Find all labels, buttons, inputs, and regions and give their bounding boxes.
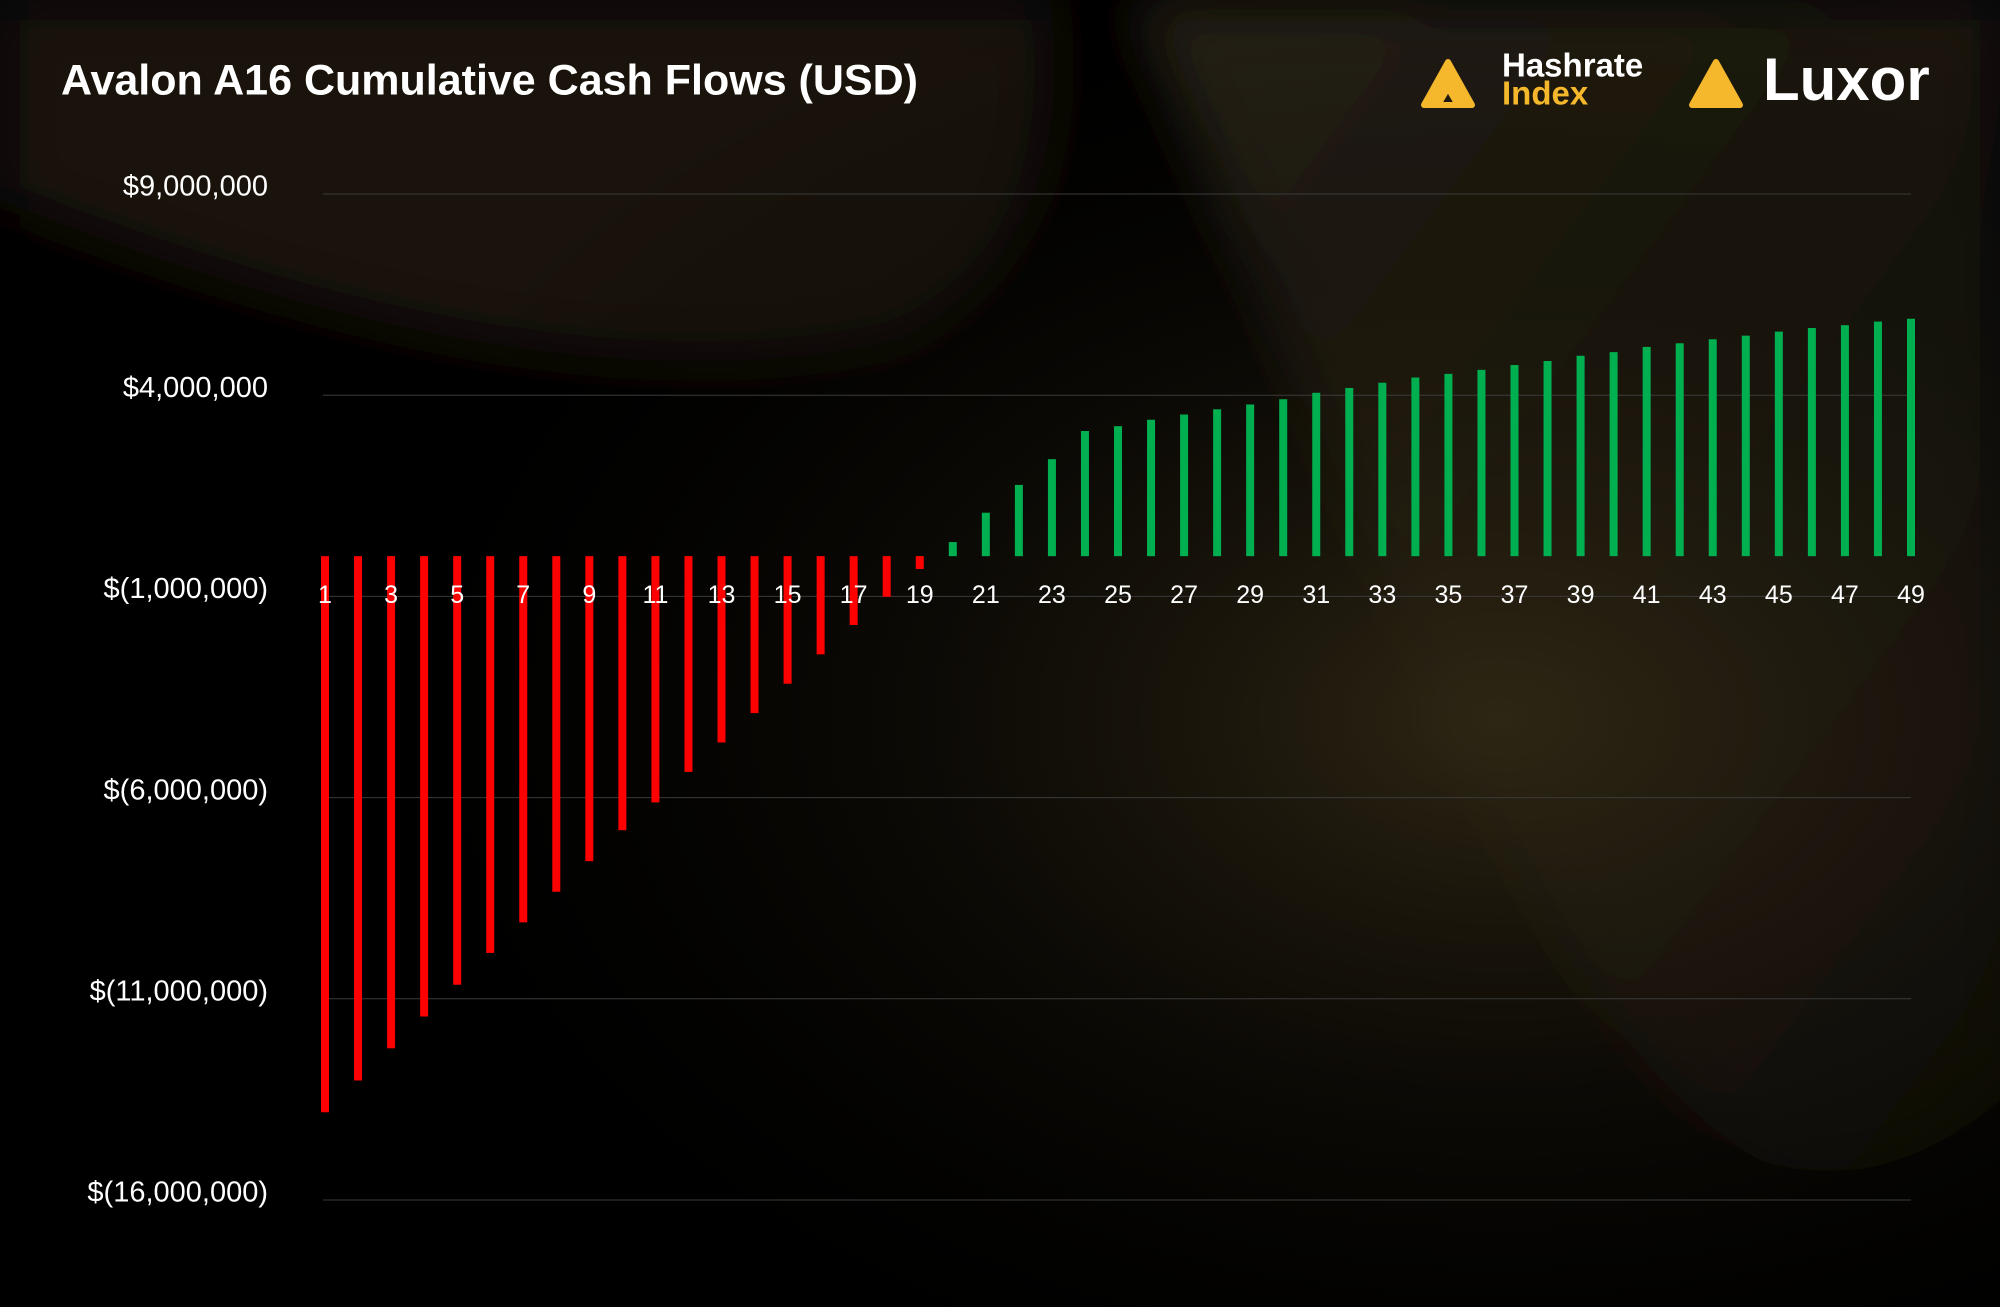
y-tick-label: $(11,000,000): [90, 975, 268, 1007]
logo-text: Hashrate: [1502, 47, 1643, 84]
bar: [519, 556, 528, 923]
y-tick-label: $9,000,000: [123, 171, 268, 203]
x-tick-label: 45: [1765, 581, 1793, 609]
x-tick-label: 9: [582, 581, 596, 609]
logo-luxor: Luxor: [1689, 46, 1930, 113]
logo-text: Luxor: [1763, 46, 1930, 113]
bar: [1609, 352, 1618, 557]
x-tick-label: 15: [774, 581, 802, 609]
bar: [1477, 369, 1486, 557]
bar: [486, 556, 495, 953]
bar: [354, 556, 363, 1081]
bar: [1543, 360, 1552, 557]
bar: [321, 556, 329, 1113]
bar: [1411, 377, 1420, 557]
bar: [1642, 346, 1651, 557]
x-tick-label: 13: [708, 581, 736, 609]
x-tick-label: 19: [906, 581, 934, 609]
x-tick-label: 21: [972, 581, 1000, 609]
bar: [1213, 409, 1222, 557]
bar: [1047, 459, 1056, 557]
bar: [552, 556, 561, 892]
bar: [915, 556, 924, 570]
bar: [684, 556, 693, 772]
logo-text: Index: [1502, 75, 1589, 112]
y-tick-label: $4,000,000: [123, 372, 268, 404]
bar: [1675, 343, 1684, 557]
x-tick-label: 17: [840, 581, 868, 609]
x-tick-label: 29: [1236, 581, 1264, 609]
x-tick-label: 5: [450, 581, 464, 609]
bar: [1510, 365, 1519, 557]
y-tick-label: $(16,000,000): [87, 1177, 268, 1209]
x-tick-label: 49: [1897, 581, 1925, 609]
x-tick-label: 47: [1831, 581, 1859, 609]
bar: [618, 556, 627, 831]
bar: [816, 556, 825, 655]
bar: [1246, 404, 1255, 557]
bar: [1378, 382, 1387, 557]
bar: [717, 556, 726, 743]
chart-title: Avalon A16 Cumulative Cash Flows (USD): [61, 56, 918, 104]
bar: [750, 556, 759, 714]
bar: [1014, 484, 1023, 557]
x-tick-label: 1: [318, 581, 332, 609]
x-tick-label: 3: [384, 581, 398, 609]
bar: [1114, 426, 1122, 557]
bar: [387, 556, 396, 1049]
bar: [1345, 387, 1354, 557]
bar: [849, 556, 858, 625]
bar: [1741, 335, 1750, 557]
bar: [453, 556, 462, 985]
bar: [1708, 339, 1717, 557]
bar: [1180, 414, 1189, 557]
x-tick-label: 11: [642, 581, 668, 609]
x-tick-label: 35: [1435, 581, 1463, 609]
logo-icon: [1689, 59, 1743, 108]
x-tick-label: 33: [1368, 581, 1396, 609]
x-tick-label: 27: [1170, 581, 1198, 609]
x-tick-label: 39: [1567, 581, 1595, 609]
bar: [1774, 331, 1783, 557]
bar: [948, 542, 957, 557]
bar: [1444, 373, 1453, 557]
logo-hashrate: Hashrate Index: [1421, 47, 1643, 112]
bar: [1279, 399, 1288, 557]
x-tick-label: 43: [1699, 581, 1727, 609]
bar: [882, 556, 891, 597]
bar: [1807, 327, 1816, 557]
bar: [783, 556, 792, 684]
bar: [1873, 321, 1882, 557]
bar: [1907, 318, 1915, 557]
x-tick-label: 41: [1633, 581, 1661, 609]
x-tick-label: 37: [1501, 581, 1529, 609]
bar: [1080, 431, 1089, 557]
bar: [651, 556, 660, 803]
bar: [981, 512, 990, 557]
x-tick-label: 7: [516, 581, 530, 609]
logo-icon: [1421, 59, 1475, 108]
x-tick-label: 31: [1302, 581, 1330, 609]
bar: [1840, 325, 1849, 557]
x-tick-label: 23: [1038, 581, 1066, 609]
bar: [1147, 419, 1156, 557]
bar: [1312, 392, 1321, 557]
x-tick-label: 25: [1104, 581, 1132, 609]
bar: [585, 556, 594, 862]
y-tick-label: $(6,000,000): [104, 774, 268, 806]
bar: [1576, 355, 1585, 557]
y-tick-label: $(1,000,000): [104, 573, 268, 605]
bar: [420, 556, 429, 1017]
